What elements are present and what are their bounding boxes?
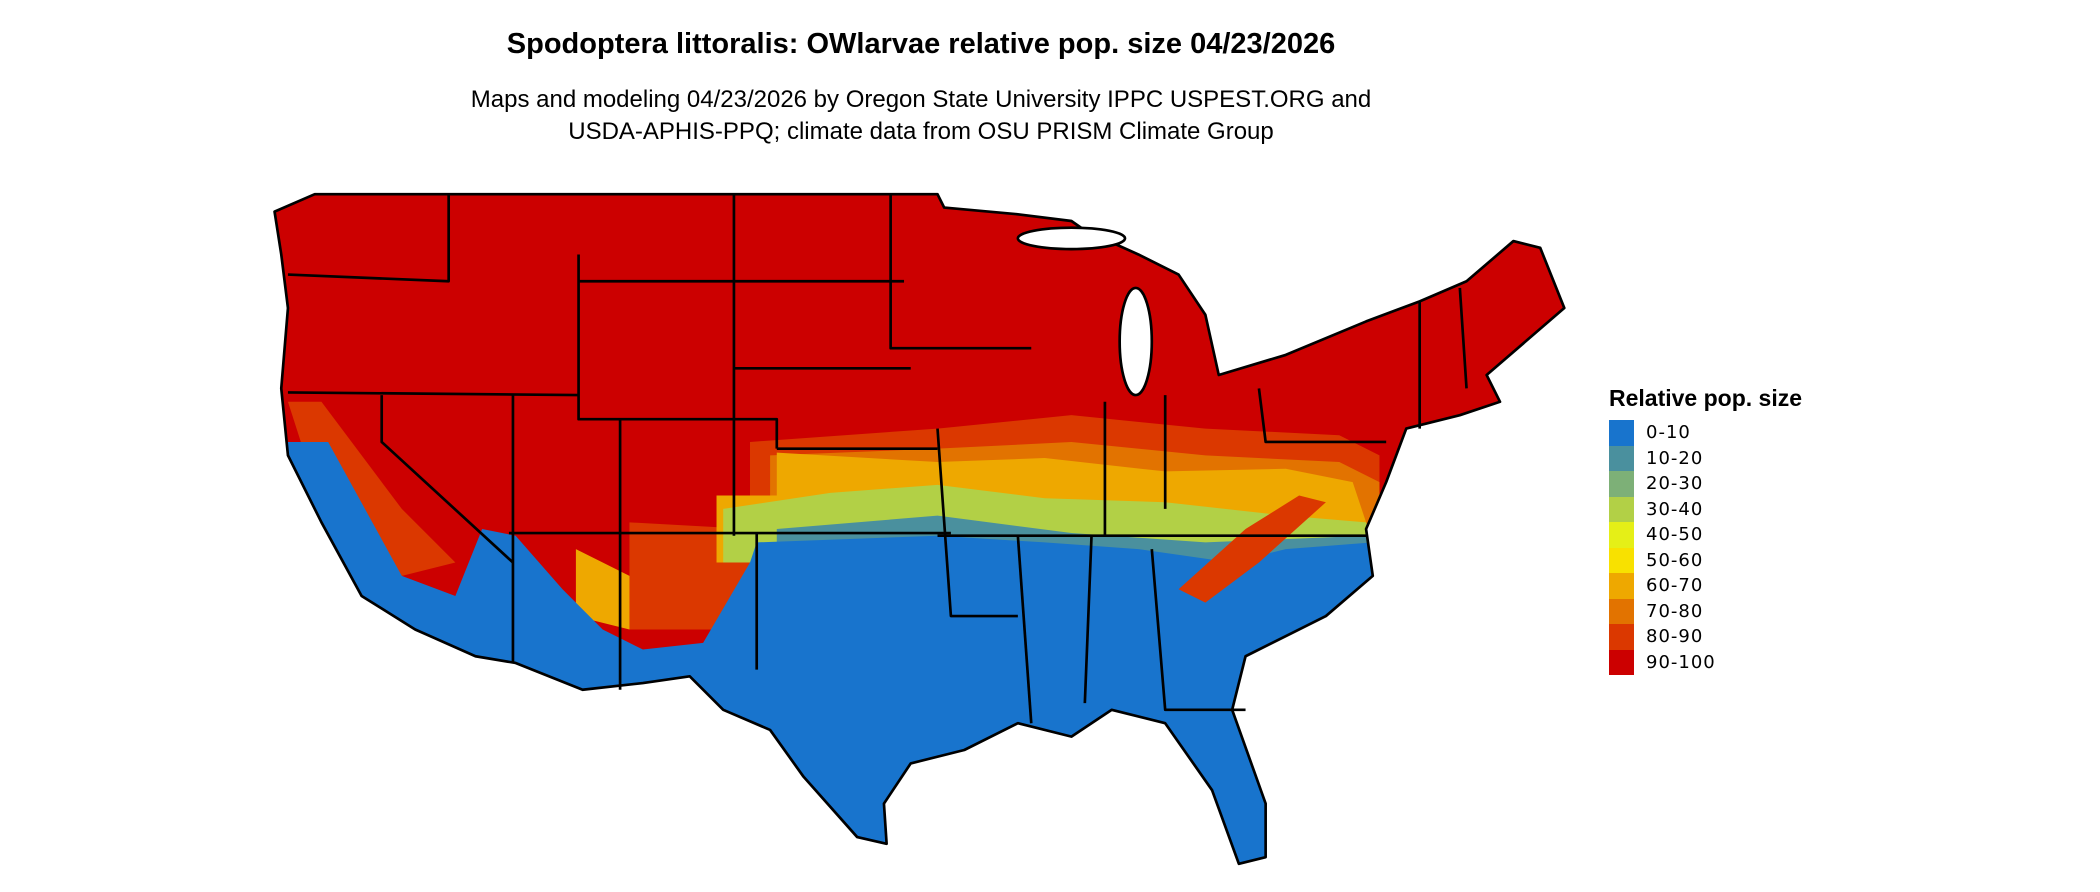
legend-item: 10-20 bbox=[1609, 445, 1802, 471]
zone-80-90-appalachia bbox=[1178, 495, 1326, 603]
legend-item: 70-80 bbox=[1609, 598, 1802, 624]
legend-swatch bbox=[1609, 522, 1634, 548]
legend-item: 20-30 bbox=[1609, 471, 1802, 497]
legend-item: 50-60 bbox=[1609, 547, 1802, 573]
subtitle-line-2: USDA-APHIS-PPQ; climate data from OSU PR… bbox=[568, 118, 1274, 145]
legend-swatch bbox=[1609, 471, 1634, 497]
legend-item: 30-40 bbox=[1609, 496, 1802, 522]
legend-swatch bbox=[1609, 573, 1634, 599]
legend-swatch bbox=[1609, 598, 1634, 624]
great-lakes bbox=[1016, 226, 1154, 397]
legend-label: 20-30 bbox=[1646, 473, 1704, 495]
legend: Relative pop. size 0-10 10-20 20-30 30-40 40… bbox=[1609, 385, 1802, 675]
map-subtitle: Maps and modeling 04/23/2026 by Oregon S… bbox=[0, 84, 1842, 148]
legend-label: 30-40 bbox=[1646, 498, 1704, 520]
legend-swatch bbox=[1609, 445, 1634, 471]
legend-item: 0-10 bbox=[1609, 420, 1802, 446]
subtitle-line-1: Maps and modeling 04/23/2026 by Oregon S… bbox=[470, 86, 1372, 113]
legend-label: 50-60 bbox=[1646, 549, 1704, 571]
legend-item: 40-50 bbox=[1609, 522, 1802, 548]
legend-item: 80-90 bbox=[1609, 624, 1802, 650]
legend-label: 0-10 bbox=[1646, 422, 1691, 444]
legend-items: 0-10 10-20 20-30 30-40 40-50 50-60 60-70 70-80 8… bbox=[1609, 420, 1802, 675]
legend-item: 60-70 bbox=[1609, 573, 1802, 599]
legend-label: 10-20 bbox=[1646, 447, 1704, 469]
state-borders bbox=[287, 194, 1468, 724]
legend-title: Relative pop. size bbox=[1609, 385, 1803, 411]
legend-swatch bbox=[1609, 649, 1634, 675]
legend-label: 60-70 bbox=[1646, 575, 1704, 597]
legend-label: 40-50 bbox=[1646, 524, 1704, 546]
legend-item: 90-100 bbox=[1609, 649, 1802, 675]
legend-swatch bbox=[1609, 624, 1634, 650]
legend-label: 80-90 bbox=[1646, 626, 1704, 648]
legend-swatch bbox=[1609, 420, 1634, 446]
legend-label: 90-100 bbox=[1646, 651, 1716, 673]
map-title: Spodoptera littoralis: OWlarvae relative… bbox=[506, 28, 1336, 60]
legend-swatch bbox=[1609, 547, 1634, 573]
legend-swatch bbox=[1609, 496, 1634, 522]
legend-label: 70-80 bbox=[1646, 600, 1704, 622]
